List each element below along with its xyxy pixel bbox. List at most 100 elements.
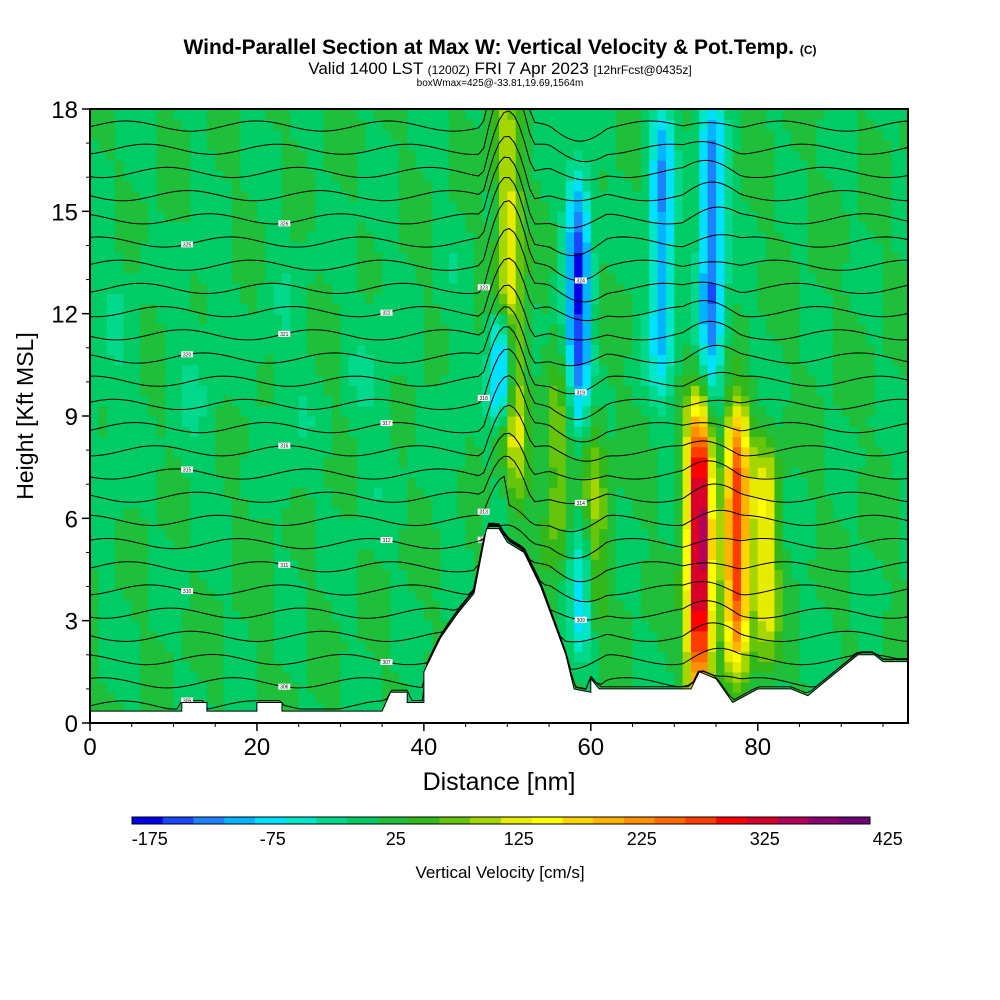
velocity-cell [348,477,358,489]
velocity-cell [90,651,99,663]
velocity-cell [440,282,450,294]
velocity-cell [423,508,433,519]
velocity-cell [766,538,776,550]
velocity-cell [315,508,325,519]
velocity-cell [98,170,108,182]
velocity-cell [165,467,175,478]
velocity-cell [457,446,467,458]
velocity-cell [106,272,116,284]
velocity-cell [373,262,383,274]
velocity-cell [716,129,725,141]
velocity-cell [757,139,767,151]
velocity-cell [198,344,208,356]
velocity-cell [599,323,609,335]
velocity-cell [290,139,300,151]
velocity-cell [732,477,742,489]
velocity-cell [741,538,751,550]
velocity-cell [165,487,175,499]
velocity-cell [123,508,133,519]
velocity-cell [140,334,150,345]
velocity-cell [273,109,283,120]
velocity-cell [181,528,191,540]
velocity-cell [181,416,191,427]
velocity-cell [156,569,166,581]
velocity-cell [181,436,191,448]
velocity-cell [90,426,99,438]
velocity-cell [140,231,150,243]
velocity-cell [432,477,442,489]
velocity-cell [632,426,642,438]
velocity-cell [148,538,158,550]
velocity-cell [607,160,617,171]
velocity-cell [682,600,692,612]
velocity-cell [148,661,158,673]
velocity-cell [440,293,450,305]
velocity-cell [766,559,776,571]
velocity-cell [582,221,592,233]
velocity-cell [281,385,291,397]
velocity-cell [732,190,742,202]
velocity-cell [148,600,158,612]
velocity-cell [315,467,325,478]
velocity-cell [782,641,792,652]
velocity-cell [766,211,776,223]
velocity-cell [457,395,467,407]
velocity-cell [432,170,442,182]
velocity-cell [190,549,200,560]
velocity-cell [365,426,375,438]
velocity-cell [315,242,325,253]
velocity-cell [540,262,550,274]
velocity-cell [190,579,200,591]
velocity-cell [123,651,133,663]
velocity-cell [657,334,667,345]
velocity-cell [699,242,709,253]
velocity-cell [757,641,767,652]
velocity-cell [665,682,675,693]
velocity-cell [206,282,216,294]
velocity-cell [365,702,375,714]
velocity-cell [231,242,241,253]
velocity-cell [682,467,692,478]
velocity-cell [190,262,200,274]
velocity-cell [198,436,208,448]
velocity-cell [190,630,200,642]
velocity-cell [332,651,342,663]
velocity-cell [90,641,99,652]
velocity-cell [123,364,133,376]
velocity-cell [332,682,342,693]
velocity-cell [665,467,675,478]
velocity-cell [298,467,308,478]
velocity-cell [749,508,759,519]
velocity-cell [298,569,308,581]
velocity-cell [123,497,133,509]
velocity-cell [540,170,550,182]
velocity-cell [123,170,133,182]
velocity-cell [749,651,759,663]
velocity-cell [98,692,108,704]
velocity-cell [323,549,333,560]
velocity-cell [415,201,425,212]
velocity-cell [382,149,392,161]
velocity-cell [582,160,592,171]
velocity-cell [415,487,425,499]
velocity-cell [532,549,542,560]
velocity-cell [98,129,108,141]
velocity-cell [323,334,333,345]
velocity-cell [465,180,475,192]
velocity-cell [298,477,308,489]
velocity-cell [665,139,675,151]
velocity-cell [615,303,625,315]
velocity-cell [123,344,133,356]
velocity-cell [281,446,291,458]
velocity-cell [181,231,191,243]
velocity-cell [90,569,99,581]
velocity-cell [599,395,609,407]
velocity-cell [724,508,734,519]
velocity-cell [240,375,250,386]
velocity-cell [532,119,542,131]
velocity-cell [190,252,200,264]
velocity-cell [106,600,116,612]
velocity-cell [524,282,533,294]
velocity-cell [749,446,759,458]
velocity-cell [665,610,675,622]
